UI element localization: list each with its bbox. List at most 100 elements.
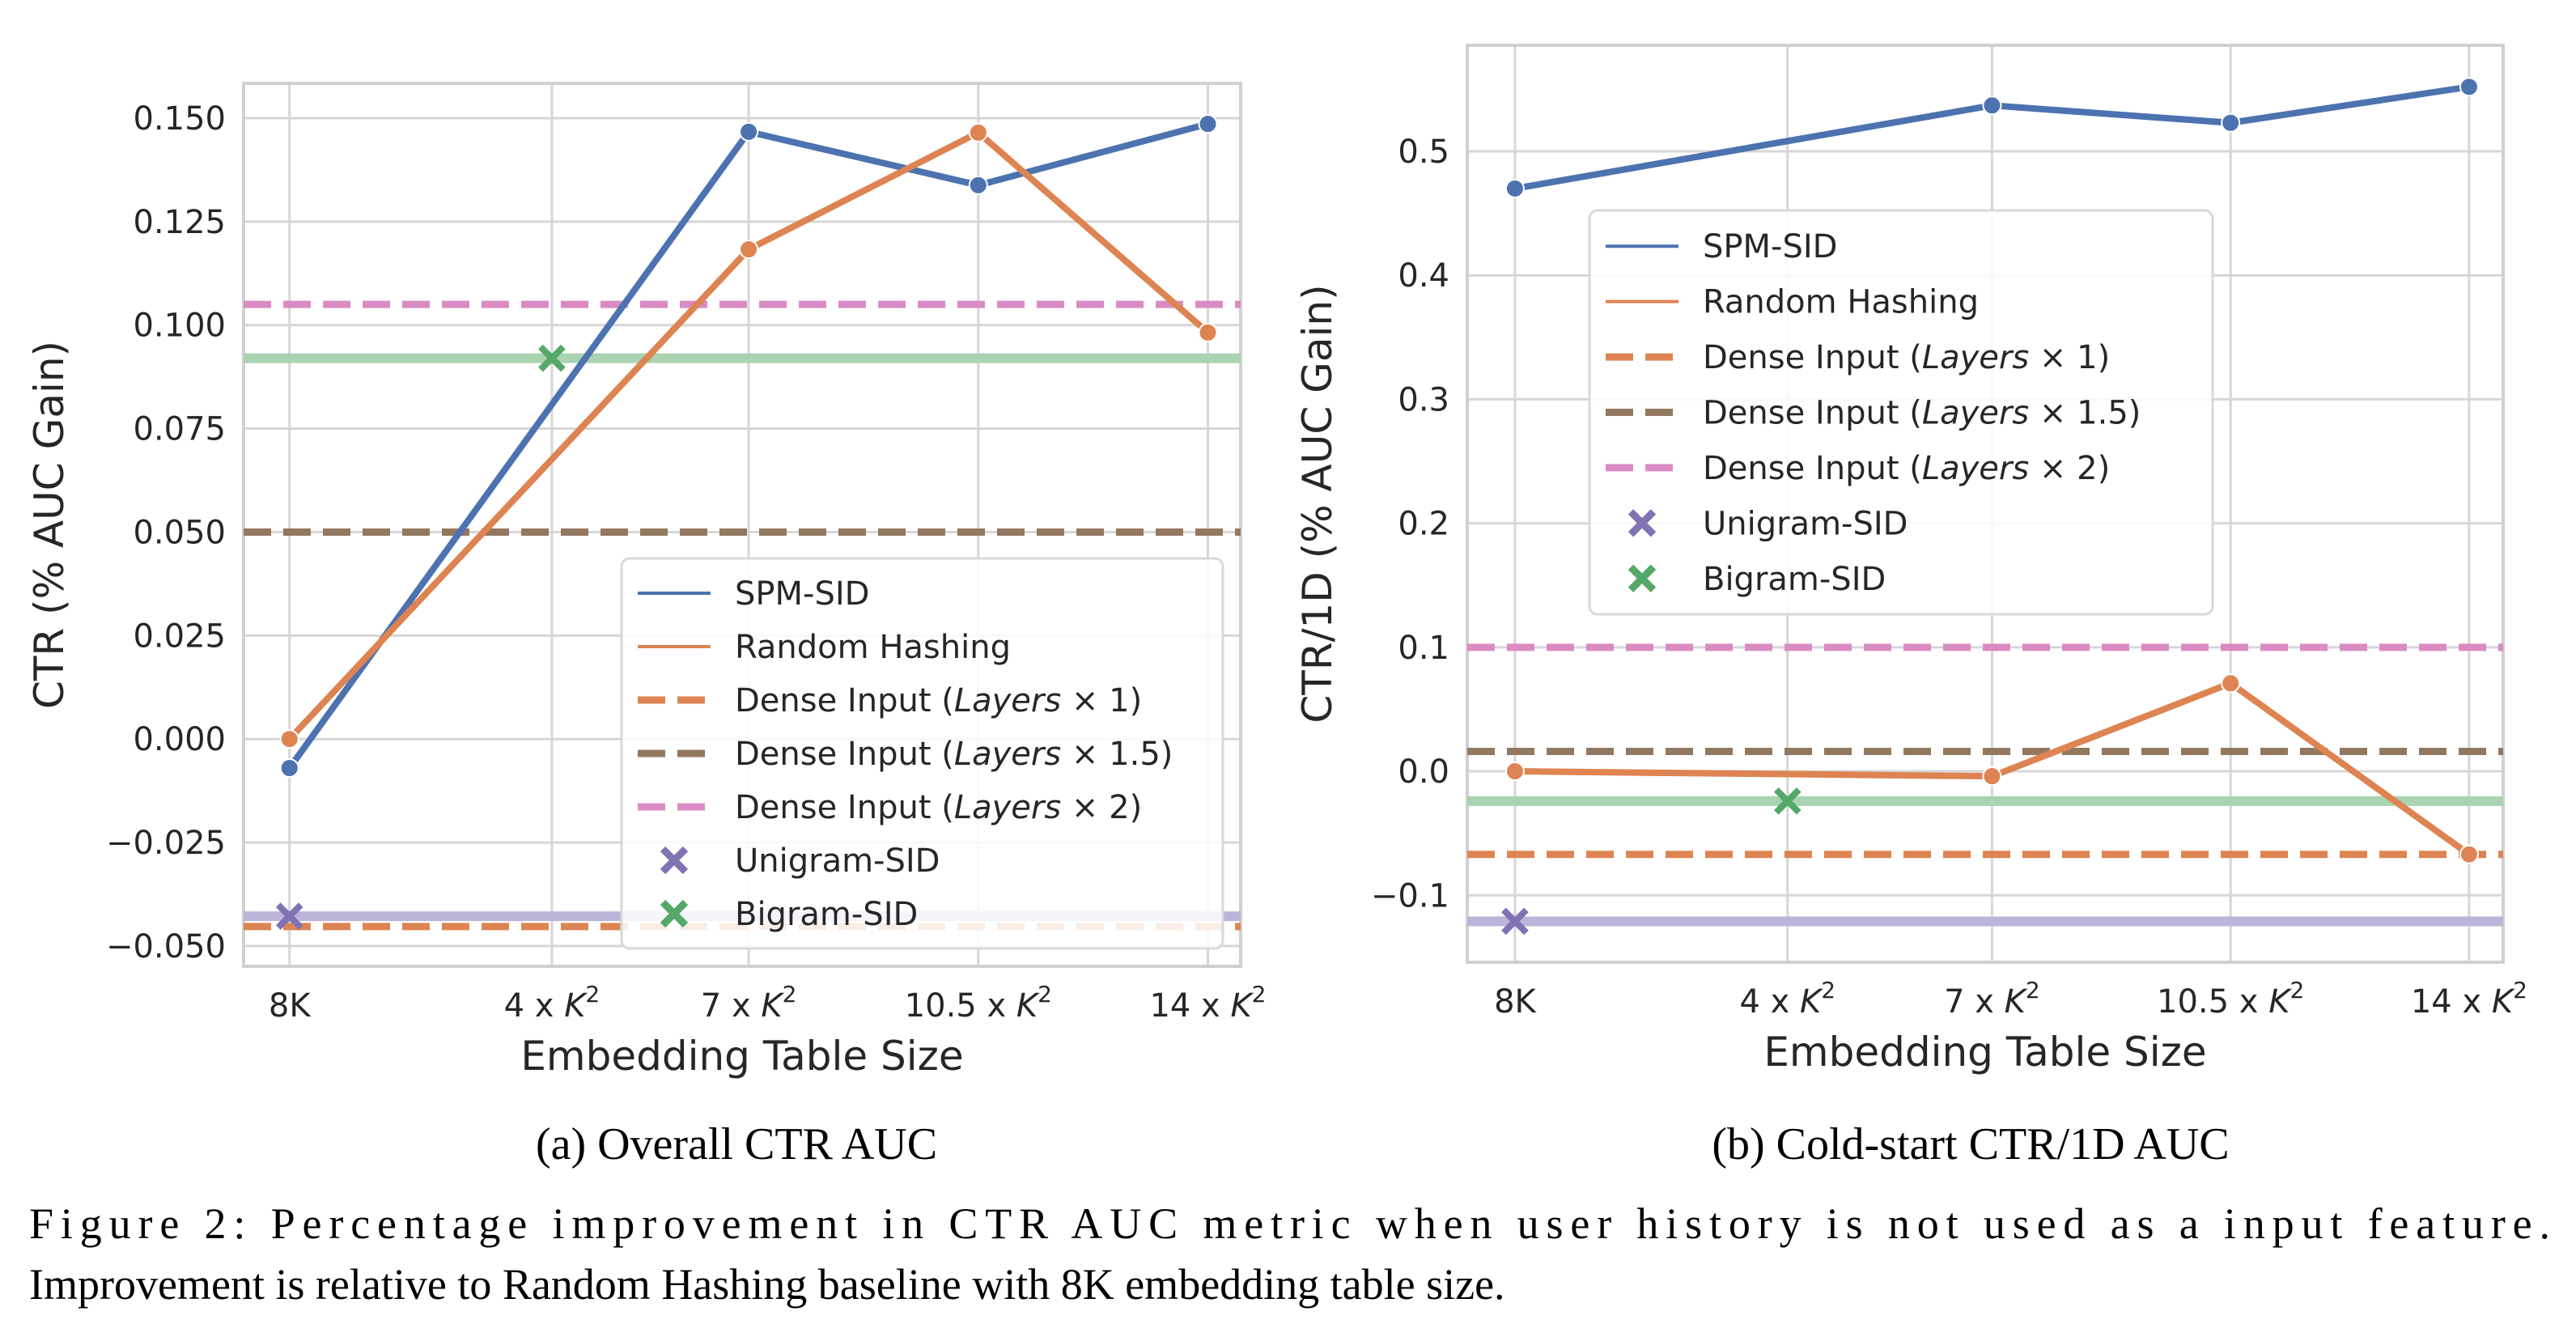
x-tick-base: 4 x: [1739, 983, 1800, 1021]
legend-label-prefix: Dense Input (: [1703, 339, 1922, 376]
spm-sid-point: [279, 757, 299, 778]
legend-label-italic: Layers: [1922, 395, 2029, 432]
bigram-sid-marker-stroke-2: [1773, 787, 1802, 815]
x-tick-k: K: [2268, 983, 2292, 1021]
y-tick-label: 0.0: [1398, 753, 1449, 791]
legend-label: Dense Input (Layers × 2): [1703, 450, 2110, 487]
legend-handle-x-icon-stroke-2: [1628, 564, 1657, 592]
legend-item-dense-input-layers-1: Dense Input (Layers × 1): [1606, 339, 2110, 376]
bigram-sid-marker: [538, 344, 566, 372]
chart-overall-ctr-auc: −0.050 −0.025 0.000 0.025 0.050 0.075 0.100 0.1…: [26, 82, 1267, 1080]
legend-item-random-hashing: Random Hashing: [638, 629, 1011, 666]
x-tick-base: 7 x: [1944, 983, 2005, 1021]
bigram-sid-marker-stroke-2: [538, 344, 566, 372]
y-tick-label: 0.025: [133, 617, 226, 655]
x-tick-sup: 2: [2290, 977, 2304, 1004]
x-tick-base: 4 x: [504, 987, 565, 1025]
random-hashing-line: [286, 129, 1211, 741]
legend-label: Dense Input (Layers × 2): [735, 789, 1142, 826]
legend-label-prefix: Dense Input (: [735, 682, 954, 719]
x-tick-k: K: [2005, 983, 2028, 1021]
unigram-sid-marker-stroke-2: [1501, 907, 1529, 936]
legend-label-prefix: SPM-SID: [1703, 228, 1837, 265]
subcaption-b: (b) Cold-start CTR/1D AUC: [1712, 1119, 2229, 1169]
x-tick-label: 7 x K2: [1944, 977, 2040, 1021]
y-tick-label: 0.125: [133, 204, 226, 241]
x-tick-label: 14 x K2: [2411, 977, 2527, 1021]
legend-label: Dense Input (Layers × 1): [735, 682, 1142, 719]
x-tick-base: 8K: [1494, 983, 1537, 1021]
y-tick-label: 0.000: [133, 721, 226, 758]
spm-sid-point: [2459, 77, 2479, 97]
x-tick-k: K: [2492, 983, 2515, 1021]
spm-sid-point: [739, 121, 759, 142]
spm-sid-point: [2221, 112, 2241, 133]
random-hashing-point: [739, 240, 759, 260]
y-tick-label: −0.050: [106, 928, 226, 965]
legend-label-italic: Layers: [1922, 339, 2029, 376]
subcaption-a: (a) Overall CTR AUC: [536, 1119, 937, 1169]
legend-label: Random Hashing: [735, 629, 1011, 666]
random-hashing-point: [1982, 766, 2002, 787]
random-hashing-point: [2459, 844, 2479, 864]
legend-label: Bigram-SID: [1703, 561, 1886, 598]
legend-label-italic: Layers: [954, 682, 1061, 719]
x-tick-base: 14 x: [1149, 987, 1230, 1025]
legend-handle-x-icon-stroke-2: [660, 846, 689, 875]
y-tick-label: 0.2: [1398, 506, 1449, 543]
spm-sid-point: [1504, 178, 1525, 198]
x-axis-label: Embedding Table Size: [520, 1033, 963, 1080]
legend-box: [1588, 209, 2214, 616]
x-tick-sup: 2: [1038, 981, 1052, 1008]
legend-label-suffix: × 2): [1061, 789, 1142, 826]
x-tick-sup: 2: [2026, 977, 2040, 1004]
legend-label-prefix: Dense Input (: [735, 789, 954, 826]
legend-item-dense-input-layers-2: Dense Input (Layers × 2): [1606, 450, 2110, 487]
x-tick-label: 10.5 x K2: [2157, 977, 2304, 1021]
x-tick-sup: 2: [585, 981, 600, 1008]
legend-item-unigram-sid: Unigram-SID: [1628, 505, 1908, 542]
legend-item-spm-sid: SPM-SID: [638, 575, 869, 613]
figure-caption-line-2: Improvement is relative to Random Hashin…: [29, 1260, 1505, 1309]
legend-item-dense-input-layers-1-5: Dense Input (Layers × 1.5): [1606, 395, 2141, 432]
legend-label: Bigram-SID: [735, 896, 918, 933]
plot-frame: [242, 82, 1242, 968]
figure-caption-line-1: Figure 2: Percentage improvement in CTR …: [29, 1199, 2550, 1248]
legend-label: Dense Input (Layers × 1): [1703, 339, 2110, 376]
legend-handle-x-icon: [1628, 564, 1657, 592]
legend-label-prefix: SPM-SID: [735, 575, 869, 613]
legend-label: Dense Input (Layers × 1.5): [1703, 395, 2141, 432]
legend-item-spm-sid: SPM-SID: [1606, 228, 1837, 265]
legend-item-bigram-sid: Bigram-SID: [660, 896, 918, 933]
legend-label-italic: Layers: [954, 736, 1061, 773]
legend-label: Random Hashing: [1703, 284, 1979, 321]
y-tick-label: 0.4: [1398, 257, 1449, 295]
legend-item-unigram-sid: Unigram-SID: [660, 842, 940, 880]
random-hashing-point: [968, 122, 988, 142]
x-tick-base: 14 x: [2411, 983, 2492, 1021]
spm-sid-line: [1514, 83, 2470, 192]
x-tick-label: 4 x K2: [1739, 977, 1835, 1021]
legend-label: Dense Input (Layers × 1.5): [735, 736, 1173, 773]
x-tick-sup: 2: [783, 981, 797, 1008]
x-tick-k: K: [1800, 983, 1823, 1021]
legend-label: Unigram-SID: [1703, 505, 1908, 542]
legend-label-italic: Layers: [1922, 450, 2029, 487]
y-tick-label: 0.5: [1398, 134, 1449, 171]
x-tick-base: 10.5 x: [2157, 983, 2268, 1021]
legend-item-bigram-sid: Bigram-SID: [1628, 561, 1886, 598]
y-tick-label: 0.100: [133, 308, 226, 345]
x-tick-label: 7 x K2: [701, 981, 797, 1025]
legend-label-prefix: Dense Input (: [735, 736, 954, 773]
legend-box: [620, 557, 1224, 950]
x-tick-sup: 2: [2513, 977, 2527, 1004]
legend-label-prefix: Dense Input (: [1703, 450, 1922, 487]
legend-label-suffix: × 1.5): [1061, 736, 1173, 773]
spm-sid-point: [1982, 95, 2002, 116]
y-tick-label: −0.025: [106, 825, 226, 862]
spm-sid-point: [1198, 114, 1218, 134]
random-hashing-line: [1514, 680, 2472, 857]
x-tick-base: 10.5 x: [905, 987, 1016, 1025]
